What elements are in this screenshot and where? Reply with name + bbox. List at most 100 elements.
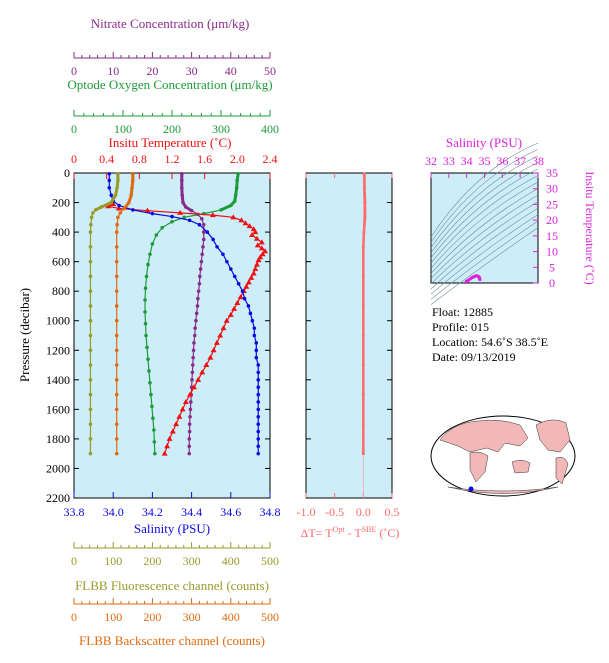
salinity-tick-label: 34.8 [260,505,281,519]
salinity-point [211,237,215,242]
oxygen-point [144,274,149,279]
backscatter-point [116,215,120,220]
nitrate-point [195,304,200,308]
oxygen-point [144,333,148,338]
inset-salinity-tick-label: 34 [461,154,473,168]
world-map-land [439,419,571,494]
pressure-tick-label: 1800 [46,432,70,446]
backscatter-point [114,392,119,397]
nitrate-ticks: 0 10 20 30 40 50 [71,52,276,78]
nitrate-point [194,311,199,316]
inset-temperature-tick-label: 20 [546,213,558,227]
oxygen-point [149,392,153,397]
backscatter-point [118,211,123,215]
delta-t-axis-label: ΔT= TOpt - TSBE (˚C) [301,525,400,540]
backscatter-tick-label: 100 [104,610,122,624]
nitrate-point [199,216,204,221]
fluorescence-tick-label: 500 [261,554,279,568]
nitrate-point [190,370,195,375]
fluorescence-point [88,348,93,353]
nitrate-point [187,451,192,456]
temperature-point [217,332,224,338]
oxygen-point [143,321,148,326]
nitrate-axis-label: Nitrate Concentration (μm/kg) [91,16,250,31]
nitrate-point [200,252,204,257]
fluorescence-axis-label: FLBB Fluorescence channel (counts) [75,578,269,593]
oxygen-surface-line [220,173,240,212]
fluorescence-point [88,304,93,308]
fluorescence-tick-label: 400 [222,554,240,568]
temperature-point [258,245,265,251]
ts-point [478,277,482,282]
backscatter-tick-label: 200 [143,610,161,624]
fluorescence-point [91,211,95,215]
delta-t-label-sup2: SBE [362,525,377,534]
density-contour [430,155,539,248]
inset-salinity-tick-label: 38 [532,154,544,168]
nitrate-point [201,222,206,227]
salinity-point [254,355,259,360]
delta-t-series [361,172,367,456]
temperature-point [245,279,252,285]
salinity-point [221,252,225,257]
oxygen-tick-label: 400 [261,122,279,136]
oxygen-point [146,357,150,361]
temperature-point [246,223,253,229]
fluorescence-point [88,407,93,412]
profile-date: Date: 09/13/2019 [432,350,516,364]
pressure-tick-label: 2000 [46,461,70,475]
temperature-tick-label: 1.2 [165,152,180,166]
density-contour [430,214,539,295]
pressure-tick-label: 400 [52,225,70,239]
backscatter-point [114,407,119,412]
fluorescence-point [88,333,93,338]
nitrate-point [196,289,201,293]
fluorescence-tick-label: 200 [143,554,161,568]
delta-t-point [361,452,365,456]
salinity-tick-label: 34.6 [220,505,241,519]
salinity-tick-label: 34.2 [142,505,163,519]
salinity-point [252,333,257,338]
salinity-point [256,385,261,390]
nitrate-point [194,318,198,323]
backscatter-tick-label: 0 [71,610,77,624]
nitrate-point [187,437,192,441]
float-location: Location: 54.6˚S 38.5˚E [432,335,548,349]
fluorescence-tick-label: 100 [104,554,122,568]
pressure-tick-label: 2200 [46,491,70,505]
nitrate-point [193,326,197,330]
backscatter-axis: 0 100 200 300 400 500 FLBB Backscatter channe… [71,598,279,648]
fluorescence-point [88,437,93,441]
nitrate-point [191,355,195,360]
delta-t-tick-label: -1.0 [297,505,316,519]
temperature-point [166,435,173,441]
nitrate-tick-label: 50 [264,64,276,78]
oxygen-tick-label: 0 [71,122,77,136]
temperature-point [182,398,189,404]
oxygen-point [151,416,155,421]
density-contour [430,201,539,285]
inset-series [464,274,482,284]
oxygen-point [154,233,159,237]
temperature-point [253,235,260,241]
salinity-point [246,304,251,308]
salinity-point [256,451,261,456]
pressure-axis-label: Pressure (decibar) [17,288,32,382]
nitrate-axis: Nitrate Concentration (μm/kg) 0 10 20 30 40 5… [71,16,276,78]
density-contour [430,162,539,253]
salinity-point [150,211,155,216]
temperature-point [191,384,198,390]
backscatter-point [114,230,119,234]
salinity-point [242,296,247,301]
density-contour [430,220,539,300]
oxygen-point [160,225,164,230]
nitrate-point [190,378,194,382]
nitrate-point [192,341,196,345]
inset-salinity-tick-label: 37 [514,154,526,168]
inset-temperature-label: Insitu Temperature (˚C) [583,171,597,285]
backscatter-point [114,333,119,338]
float-id: Float: 12885 [432,305,494,319]
oxygen-point [147,369,151,373]
delta-t-tick-label: -0.5 [325,505,344,519]
salinity-point [256,370,261,375]
